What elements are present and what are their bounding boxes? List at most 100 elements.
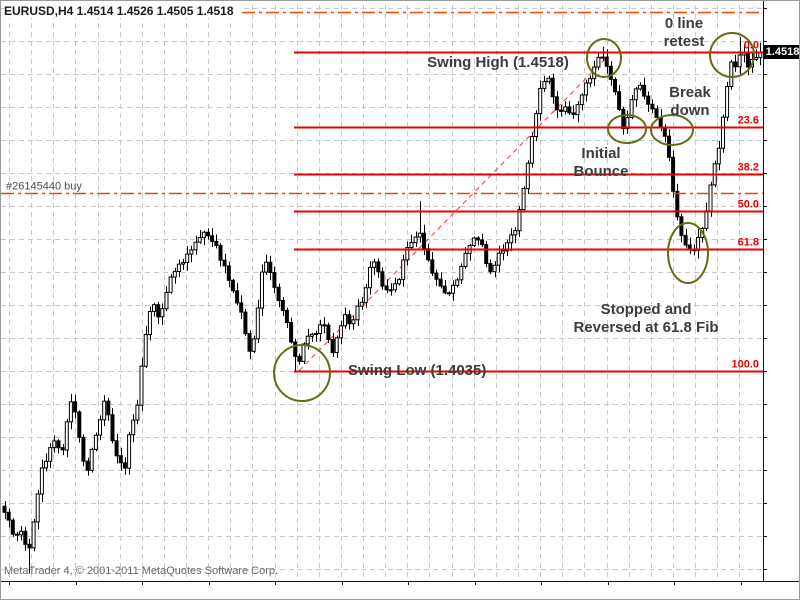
bull-candle-body [505, 242, 509, 252]
fib-level-label: 61.8 [738, 237, 759, 249]
bull-candle-body [64, 421, 69, 451]
bull-candle-body [413, 236, 418, 244]
break-down-label[interactable]: Break [669, 84, 711, 101]
initial-bounce-circle[interactable] [607, 114, 647, 144]
bull-candle-body [185, 253, 190, 264]
bull-candle-body [102, 400, 107, 421]
bear-candle-body [118, 455, 123, 464]
bull-candle-body [52, 440, 57, 449]
bear-candle-body [604, 56, 609, 67]
stopped-reversed-label[interactable]: Stopped and [601, 301, 692, 318]
swing-low-label[interactable]: Swing Low (1.4035) [348, 362, 486, 379]
bull-candle-body [359, 301, 364, 307]
swing-high-circle[interactable] [586, 38, 622, 78]
bull-candle-body [542, 81, 547, 89]
bear-candle-body [60, 447, 65, 451]
bull-candle-body [343, 314, 347, 327]
price-axis[interactable]: 1.45851.45351.44851.44351.43851.43351.42… [763, 1, 799, 581]
bear-candle-body [222, 259, 227, 267]
bull-candle-body [301, 343, 306, 362]
copyright-text: MetaTrader 4, © 2001-2011 MetaQuotes Sof… [4, 565, 279, 577]
bear-candle-body [434, 272, 439, 280]
bull-candle-body [318, 324, 323, 334]
bear-candle-body [446, 292, 451, 295]
bear-candle-body [2, 505, 7, 513]
bull-candle-body [181, 262, 186, 265]
initial-bounce-label[interactable]: Initial [581, 145, 620, 162]
initial-bounce-label[interactable]: Bounce [573, 163, 628, 180]
bull-candle-body [160, 308, 165, 318]
bear-candle-body [642, 84, 647, 97]
candles-group [2, 36, 763, 574]
bear-candle-body [654, 108, 659, 118]
bull-candle-body [629, 99, 634, 118]
bear-candle-body [675, 190, 680, 218]
bear-candle-body [733, 61, 738, 68]
stopped-reversed-label[interactable]: Reversed at 61.8 Fib [573, 319, 718, 336]
bear-candle-body [289, 322, 294, 343]
fib-level-label: 38.2 [738, 162, 759, 174]
bear-candle-body [293, 341, 298, 357]
bear-candle-body [85, 460, 90, 471]
bull-candle-body [372, 261, 377, 268]
swing-high-label[interactable]: Swing High (1.4518) [427, 54, 569, 71]
bull-candle-body [197, 237, 202, 243]
bear-candle-body [438, 278, 443, 287]
bull-candle-body [48, 447, 53, 462]
bear-candle-body [235, 290, 240, 304]
break-down-circle[interactable] [650, 114, 694, 146]
zero-line-retest-label[interactable]: retest [664, 33, 705, 50]
bull-candle-body [729, 61, 734, 87]
bull-candle-body [463, 252, 468, 267]
bull-candle-body [152, 304, 156, 312]
bull-candle-body [397, 279, 401, 285]
zero-retest-circle[interactable] [709, 32, 755, 78]
bull-candle-body [338, 325, 343, 339]
current-price-badge: 1.4518 [764, 45, 800, 59]
bear-candle-body [554, 96, 559, 111]
bear-candle-body [210, 235, 215, 242]
bear-candle-body [621, 108, 626, 130]
bear-candle-body [480, 239, 485, 246]
bear-candle-body [230, 279, 235, 292]
bull-candle-body [546, 77, 551, 83]
break-down-label[interactable]: down [670, 102, 709, 119]
bear-candle-body [326, 324, 331, 341]
bull-candle-body [363, 287, 368, 303]
time-axis[interactable]: 10 Mar 201114 Mar 20:0017 Mar 12:0022 Ma… [1, 581, 799, 599]
bear-candle-body [330, 339, 335, 353]
swing-low-circle[interactable] [273, 344, 331, 402]
bull-candle-body [517, 209, 522, 232]
bull-candle-body [588, 78, 593, 84]
fib-level-label: 23.6 [738, 115, 759, 127]
bear-candle-body [388, 289, 393, 292]
bull-candle-body [355, 305, 360, 321]
fib-618-circle[interactable] [667, 222, 709, 284]
bear-candle-body [247, 333, 252, 352]
bull-candle-body [193, 241, 198, 251]
bear-candle-body [73, 401, 78, 413]
bear-candle-body [347, 314, 352, 325]
order-label: #26145440 buy [6, 181, 82, 193]
bear-candle-body [106, 400, 111, 416]
bear-candle-body [475, 237, 480, 241]
zero-line-retest-label[interactable]: 0 line [665, 15, 703, 32]
bull-candle-body [176, 263, 181, 273]
bull-candle-body [737, 54, 742, 68]
bull-candle-body [131, 419, 136, 436]
bear-candle-body [272, 272, 277, 288]
bear-candle-body [442, 285, 447, 294]
bull-candle-body [305, 335, 310, 345]
bear-candle-body [114, 440, 119, 457]
bull-candle-body [471, 237, 476, 246]
fib-level-label: 100.0 [731, 359, 759, 371]
bear-candle-body [297, 355, 302, 362]
bear-candle-body [206, 231, 210, 237]
bear-candle-body [56, 440, 61, 449]
bear-candle-body [6, 511, 11, 521]
bull-candle-body [525, 162, 530, 190]
bull-candle-body [563, 106, 568, 112]
bear-candle-body [559, 109, 563, 112]
bull-candle-body [314, 333, 318, 335]
